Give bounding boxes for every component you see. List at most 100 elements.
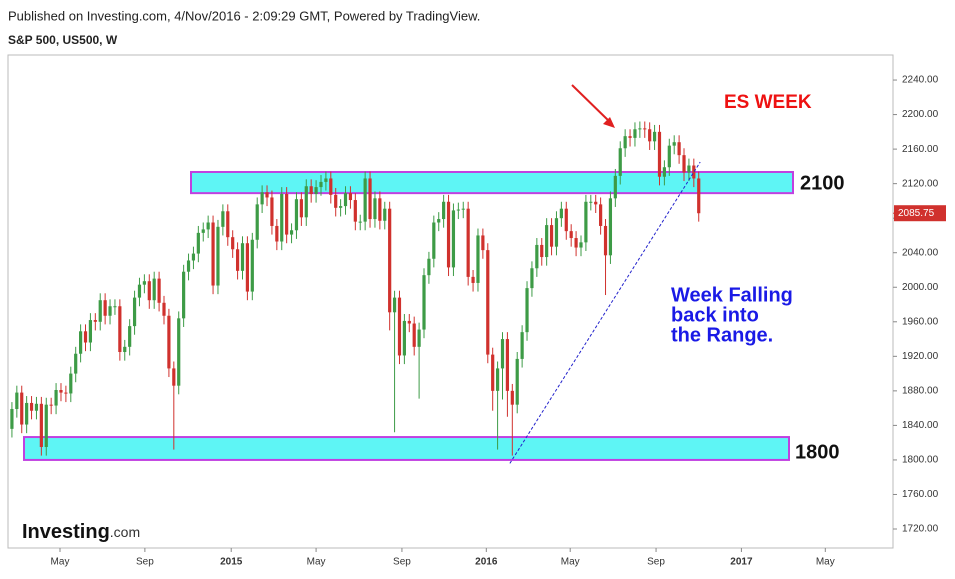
candle-body (270, 197, 274, 226)
candle-body (137, 284, 142, 298)
note-line: Week Falling (671, 284, 793, 306)
candle-body (118, 306, 122, 353)
candle-body (667, 145, 671, 168)
candle-body (451, 210, 456, 268)
candle-body (152, 278, 156, 301)
candle-body (79, 331, 83, 354)
candle-body (59, 389, 63, 393)
candle-body (427, 258, 431, 276)
candle-body (289, 230, 294, 235)
candle-body (69, 373, 73, 394)
candle-body (113, 306, 117, 308)
candle-body (294, 199, 299, 231)
candle-body (491, 354, 495, 391)
candle-body (314, 187, 318, 195)
candle-body (643, 128, 647, 130)
candle-body (147, 281, 151, 301)
candle-body (672, 142, 676, 146)
candle-body (564, 208, 568, 232)
candle-body (157, 278, 161, 303)
candle-body (373, 198, 377, 220)
candle-body (216, 226, 220, 286)
candle-body (569, 231, 573, 239)
candle-body (142, 281, 146, 285)
y-tick-label: 1800.00 (902, 455, 939, 466)
x-tick-label: Sep (393, 557, 411, 568)
candle-body (98, 300, 102, 322)
y-tick-label: 1840.00 (902, 420, 939, 431)
candle-body (608, 198, 613, 256)
candle-body (39, 403, 43, 447)
x-tick-label: May (51, 557, 70, 568)
y-tick-label: 2240.00 (902, 75, 939, 86)
candle-body (446, 201, 451, 268)
brand: Investing.com (22, 521, 140, 543)
candle-body (348, 193, 353, 201)
source-line: Published on Investing.com, 4/Nov/2016 -… (8, 8, 480, 23)
plot-frame (7, 54, 894, 549)
candle-body (275, 225, 279, 242)
candle-body (682, 155, 686, 173)
range-zone (190, 170, 794, 195)
candle-body (442, 201, 446, 220)
chart-title: S&P 500, US500, W (8, 33, 118, 47)
candle-body (697, 178, 701, 214)
candle-body (231, 237, 235, 250)
y-tick-label: 1920.00 (902, 351, 939, 362)
candle-body (574, 238, 578, 248)
candle-body (505, 339, 510, 391)
candle-body (64, 392, 68, 394)
candle-body (319, 181, 323, 188)
candle-body (417, 329, 421, 347)
last-price-label: 2085.75 (898, 208, 935, 219)
candle-body (196, 232, 200, 254)
candle-body (589, 201, 593, 203)
y-tick-label: 2200.00 (902, 109, 939, 120)
candle-body (353, 200, 357, 222)
candle-body (299, 199, 303, 218)
candle-body (657, 131, 662, 177)
candle-body (74, 353, 78, 374)
candle-body (515, 358, 519, 405)
candle-body (44, 404, 48, 447)
candle-body (358, 221, 362, 223)
candle-body (83, 331, 88, 343)
y-tick-label: 2160.00 (902, 144, 939, 155)
candle-body (93, 320, 97, 322)
x-tick-label: 2016 (475, 557, 498, 568)
arrow-shaft (571, 84, 613, 125)
candle-body (549, 225, 554, 247)
candle-body (633, 129, 637, 138)
x-tick-label: May (816, 557, 835, 568)
candle-body (123, 346, 127, 353)
candle-body (211, 222, 215, 286)
candle-body (10, 408, 14, 429)
x-tick-label: May (561, 557, 580, 568)
candle-body (162, 302, 166, 316)
candle-body (599, 204, 603, 226)
candle-body (378, 198, 382, 221)
candle-body (191, 253, 196, 261)
candle-body (201, 229, 205, 233)
brand-suffix: .com (110, 524, 140, 540)
candle-body (397, 297, 402, 356)
y-tick-label: 2000.00 (902, 282, 939, 293)
y-tick-label: 1960.00 (902, 316, 939, 327)
candle-body (554, 218, 559, 247)
x-tick-label: Sep (136, 557, 154, 568)
candle-body (500, 339, 505, 369)
candle-body (240, 243, 245, 271)
candle-body (103, 300, 107, 316)
candle-body (309, 186, 313, 195)
candle-body (648, 129, 652, 142)
zone-label: 1800 (795, 441, 840, 463)
candle-body (29, 402, 34, 411)
candle-body (687, 165, 691, 173)
candle-body (412, 323, 416, 347)
candle-body (304, 186, 308, 218)
candle-body (530, 268, 534, 289)
candle-body (638, 128, 642, 130)
candle-body (432, 222, 436, 259)
candle-body (579, 242, 583, 248)
